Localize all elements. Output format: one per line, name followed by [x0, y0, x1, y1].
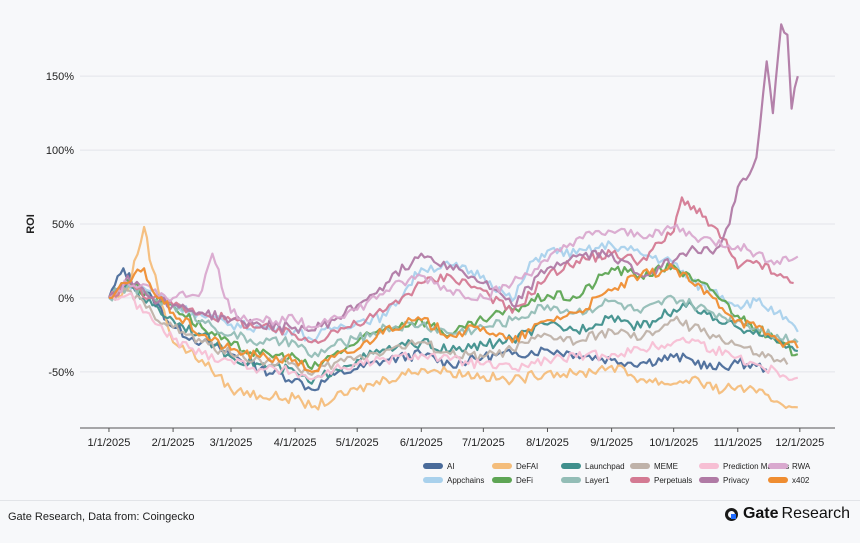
legend-label: DeFi — [516, 476, 533, 485]
x-tick-label: 3/1/2025 — [210, 437, 253, 449]
legend-label: DeFAI — [516, 462, 538, 471]
x-tick-label: 11/1/2025 — [714, 437, 762, 449]
series-line-prediction-markets — [108, 291, 799, 381]
legend-label: MEME — [654, 462, 678, 471]
legend-swatch — [492, 463, 512, 469]
legend-swatch — [699, 463, 719, 469]
series-line-meme — [108, 287, 789, 376]
footer-divider — [0, 500, 860, 501]
legend-swatch — [423, 477, 443, 483]
legend-swatch — [768, 463, 788, 469]
y-tick-label: 0% — [58, 293, 74, 305]
series-line-perpetuals — [108, 196, 794, 344]
legend-swatch — [423, 463, 443, 469]
y-axis-label: ROI — [25, 214, 37, 234]
y-tick-label: 50% — [52, 219, 74, 231]
source-note: Gate Research, Data from: Coingecko — [8, 511, 195, 523]
legend-label: Perpetuals — [654, 476, 692, 485]
legend-swatch — [699, 477, 719, 483]
x-tick-label: 10/1/2025 — [649, 437, 698, 449]
legend-swatch — [561, 463, 581, 469]
x-tick-label: 9/1/2025 — [590, 437, 633, 449]
legend-label: Launchpad — [585, 462, 625, 471]
series-line-defai — [108, 225, 798, 411]
legend-label: RWA — [792, 462, 811, 471]
legend-label: Privacy — [723, 476, 749, 485]
brand-logo: Gate Research — [724, 505, 850, 523]
series-line-privacy — [108, 23, 799, 334]
x-tick-label: 12/1/2025 — [775, 437, 824, 449]
x-tick-label: 5/1/2025 — [336, 437, 379, 449]
series-line-x402 — [108, 263, 799, 373]
legend-swatch — [492, 477, 512, 483]
legend-label: AI — [447, 462, 455, 471]
legend-swatch — [630, 477, 650, 483]
series-line-defi — [108, 262, 799, 370]
legend-swatch — [630, 463, 650, 469]
legend-label: Appchains — [447, 476, 484, 485]
series-line-rwa — [108, 223, 799, 331]
brand-name: Gate — [742, 505, 779, 522]
legend-label: Layer1 — [585, 476, 610, 485]
legend-swatch — [561, 477, 581, 483]
x-tick-label: 1/1/2025 — [88, 437, 131, 449]
chart-area: -50% 0% 50% 100% 150% 1/1/2025 2/1/2025 3/1/202… — [25, 23, 835, 485]
legend-label: Prediction Markets — [723, 462, 789, 471]
x-tick-label: 4/1/2025 — [274, 437, 317, 449]
roi-line-chart: -50% 0% 50% 100% 150% 1/1/2025 2/1/2025 3/1/202… — [25, 23, 835, 485]
brand-suffix: Research — [781, 505, 850, 522]
x-tick-label: 2/1/2025 — [152, 437, 195, 449]
y-tick-label: 150% — [46, 71, 74, 83]
legend-label: x402 — [792, 476, 810, 485]
x-tick-label: 6/1/2025 — [400, 437, 443, 449]
x-tick-label: 7/1/2025 — [462, 437, 505, 449]
x-tick-label: 8/1/2025 — [526, 437, 569, 449]
gate-logo-icon — [724, 507, 738, 521]
y-tick-label: -50% — [48, 367, 74, 379]
legend-swatch — [768, 477, 788, 483]
y-tick-label: 100% — [46, 145, 74, 157]
